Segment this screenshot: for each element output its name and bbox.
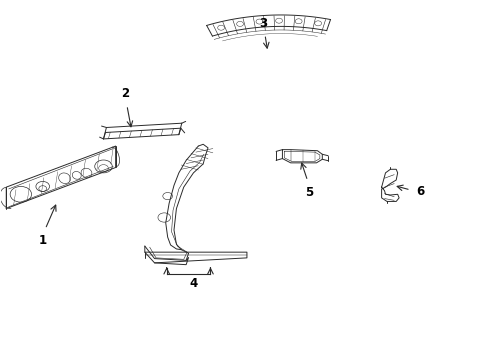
Text: 2: 2 (121, 87, 129, 100)
Text: 3: 3 (258, 17, 266, 30)
Text: 5: 5 (305, 186, 313, 199)
Text: 4: 4 (189, 277, 197, 290)
Text: 1: 1 (39, 234, 47, 247)
Text: 6: 6 (415, 185, 424, 198)
